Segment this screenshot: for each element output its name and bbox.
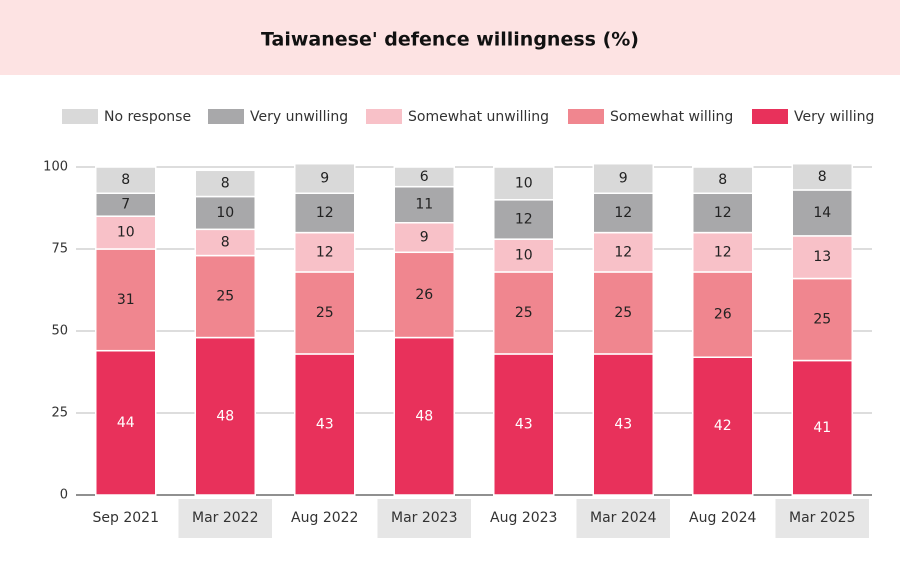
bar-segment <box>393 166 455 188</box>
value-label: 8 <box>121 172 130 188</box>
x-tick-label: Mar 2024 <box>590 510 657 526</box>
value-label: 12 <box>614 244 632 260</box>
value-label: 10 <box>216 205 234 221</box>
value-label: 10 <box>117 225 135 241</box>
value-label: 42 <box>714 418 732 434</box>
value-label: 8 <box>221 234 230 250</box>
bar-segment <box>592 353 654 496</box>
bar-segment <box>493 199 555 240</box>
value-label: 43 <box>614 416 632 432</box>
bar-segment <box>493 166 555 201</box>
bar-segment <box>194 195 256 231</box>
bar-segment <box>493 353 555 496</box>
bar-segment <box>791 359 853 496</box>
value-label: 10 <box>515 175 533 191</box>
value-label: 14 <box>813 205 831 221</box>
x-tick-label: Mar 2023 <box>391 510 458 526</box>
bar-segment <box>294 353 356 496</box>
legend-label: Very unwilling <box>250 109 348 125</box>
bar-segment <box>791 277 853 362</box>
value-label: 13 <box>813 249 831 265</box>
value-label: 12 <box>515 211 533 227</box>
category-band <box>178 499 272 538</box>
bar-segment <box>692 192 754 234</box>
value-label: 48 <box>415 408 433 424</box>
title-band <box>0 0 900 75</box>
bar-segment <box>692 271 754 358</box>
value-label: 9 <box>320 170 329 186</box>
x-tick-label: Sep 2021 <box>93 510 159 526</box>
bar-segment <box>692 356 754 496</box>
value-label: 25 <box>515 305 533 321</box>
y-tick-label: 75 <box>51 242 68 257</box>
x-tick-label: Aug 2024 <box>689 510 757 526</box>
value-label: 31 <box>117 292 135 308</box>
value-label: 25 <box>216 289 234 305</box>
value-label: 8 <box>221 175 230 191</box>
x-tick-label: Mar 2025 <box>789 510 856 526</box>
value-label: 43 <box>515 416 533 432</box>
legend-swatch <box>752 109 788 124</box>
value-label: 9 <box>420 230 429 246</box>
bar-segment <box>95 248 157 352</box>
value-label: 8 <box>718 172 727 188</box>
bar-segment <box>493 238 555 273</box>
legend-label: Somewhat willing <box>610 109 733 125</box>
category-band <box>775 499 869 538</box>
value-label: 10 <box>515 248 533 264</box>
chart-title: Taiwanese' defence willingness (%) <box>261 29 639 51</box>
value-label: 48 <box>216 408 234 424</box>
bar-segment <box>294 192 356 234</box>
legend-swatch <box>366 109 402 124</box>
bar-segment <box>95 215 157 250</box>
value-label: 12 <box>714 205 732 221</box>
bar-segment <box>692 166 754 194</box>
bar-segment <box>493 271 555 355</box>
value-label: 12 <box>316 205 334 221</box>
value-label: 7 <box>121 197 130 213</box>
bar-segment <box>95 166 157 194</box>
value-label: 26 <box>714 307 732 323</box>
bar-segment <box>592 231 654 273</box>
value-label: 43 <box>316 416 334 432</box>
category-band <box>377 499 471 538</box>
value-label: 12 <box>614 205 632 221</box>
x-tick-label: Aug 2022 <box>291 510 358 526</box>
bar-segment <box>791 162 853 191</box>
legend-swatch <box>208 109 244 124</box>
value-label: 25 <box>316 305 334 321</box>
value-label: 8 <box>818 169 827 185</box>
value-label: 44 <box>117 415 135 431</box>
value-label: 12 <box>714 244 732 260</box>
value-label: 6 <box>420 169 429 185</box>
bar-segment <box>194 169 256 198</box>
legend-swatch <box>568 109 604 124</box>
y-tick-label: 50 <box>51 324 68 339</box>
bar-segment <box>194 228 256 257</box>
bar-segment <box>592 162 654 194</box>
bar-segment <box>294 162 356 194</box>
value-label: 12 <box>316 244 334 260</box>
legend-label: Very willing <box>794 109 874 125</box>
y-tick-label: 25 <box>51 406 68 421</box>
value-label: 41 <box>813 420 831 436</box>
x-tick-label: Mar 2022 <box>192 510 259 526</box>
legend-swatch <box>62 109 98 124</box>
y-tick-label: 100 <box>43 160 68 175</box>
bar-segment <box>95 349 157 496</box>
bar-segment <box>791 235 853 280</box>
value-label: 25 <box>614 305 632 321</box>
value-label: 9 <box>619 170 628 186</box>
value-label: 25 <box>813 312 831 328</box>
category-band <box>576 499 670 538</box>
bar-segment <box>194 336 256 496</box>
legend-label: No response <box>104 109 191 125</box>
value-label: 11 <box>415 197 433 213</box>
y-tick-label: 0 <box>60 488 68 503</box>
legend-label: Somewhat unwilling <box>408 109 549 125</box>
x-tick-label: Aug 2023 <box>490 510 557 526</box>
value-label: 26 <box>415 287 433 303</box>
bar-segment <box>194 254 256 339</box>
